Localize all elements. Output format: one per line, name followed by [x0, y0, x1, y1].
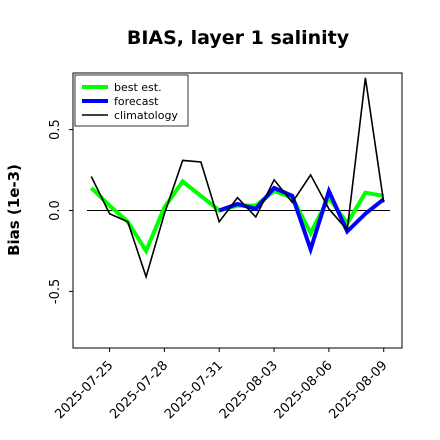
series-line-climatology — [90, 77, 385, 280]
legend-label: best est. — [114, 81, 162, 94]
y-axis-label: Bias (1e-3) — [5, 164, 23, 256]
series-line-forecast — [218, 185, 385, 256]
x-tick-label: 2025-07-28 — [107, 358, 171, 422]
x-tick-label: 2025-07-31 — [162, 358, 226, 422]
y-tick-label: 0.0 — [48, 200, 63, 221]
y-axis-ticks: -0.5 0.0 0.5 — [48, 119, 73, 304]
y-tick-label: -0.5 — [48, 279, 63, 304]
y-tick-label: 0.5 — [48, 119, 63, 140]
x-tick-label: 2025-08-09 — [327, 358, 391, 422]
x-axis-ticks: 2025-07-252025-07-282025-07-312025-08-03… — [52, 348, 391, 422]
legend-label: forecast — [114, 95, 159, 108]
x-tick-label: 2025-08-06 — [272, 358, 336, 422]
x-tick-label: 2025-08-03 — [217, 358, 281, 422]
chart-title: BIAS, layer 1 salinity — [127, 27, 350, 49]
x-tick-label: 2025-07-25 — [52, 358, 116, 422]
legend-label: climatology — [114, 109, 178, 122]
series-group — [89, 77, 385, 280]
